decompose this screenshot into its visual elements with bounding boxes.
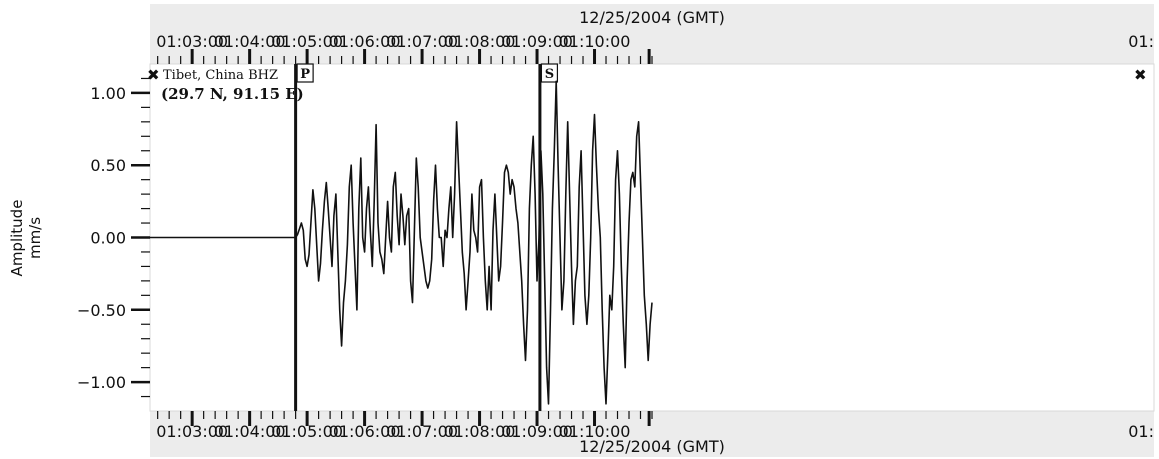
y-tick-label: −1.00 <box>77 373 126 392</box>
plot-area <box>149 63 1155 412</box>
y-tick-label: 0.00 <box>90 229 126 248</box>
cross-marker-icon: ✖ <box>147 66 160 84</box>
y-axis-label-amplitude: Amplitude <box>8 200 26 277</box>
bottom-tick-label: 01:07:00 <box>386 422 458 441</box>
station-name: Tibet, China BHZ <box>163 68 278 83</box>
station-label-group: ✖ Tibet, China BHZ (29.7 N, 91.15 E) ✖ <box>147 66 1147 103</box>
y-tick-label: −0.50 <box>77 301 126 320</box>
phase-marker-label: P <box>300 67 310 82</box>
bottom-tick-label: 01:06:00 <box>329 422 401 441</box>
y-tick-label: 0.50 <box>90 156 126 175</box>
y-axis-label-unit: mm/s <box>26 217 44 259</box>
bottom-tick-label: 01:09:00 <box>501 422 573 441</box>
y-axis-area <box>0 64 150 411</box>
bottom-tick-label: 01:04:00 <box>214 422 286 441</box>
top-x-axis: 01:03:0001:04:0001:05:0001:06:0001:07:00… <box>156 32 1154 64</box>
top-tick-label: 01:05:00 <box>271 32 343 51</box>
top-tick-label: 01: <box>1128 32 1154 51</box>
top-tick-label: 01:09:00 <box>501 32 573 51</box>
bottom-tick-label: 01:10:00 <box>559 422 631 441</box>
top-axis-strip <box>150 4 1154 64</box>
y-tick-label: 1.00 <box>90 84 126 103</box>
top-date-title: 12/25/2004 (GMT) <box>579 8 725 27</box>
bottom-date-title: 12/25/2004 (GMT) <box>579 437 725 456</box>
phase-marker-box <box>296 63 314 83</box>
phase-marker-label: S <box>545 67 554 82</box>
top-tick-label: 01:04:00 <box>214 32 286 51</box>
bottom-x-axis: 01:03:0001:04:0001:05:0001:06:0001:07:00… <box>156 411 1154 441</box>
station-coordinates: (29.7 N, 91.15 E) <box>161 85 304 103</box>
end-cross-marker-icon: ✖ <box>1134 66 1147 84</box>
top-tick-label: 01:07:00 <box>386 32 458 51</box>
top-tick-label: 01:03:00 <box>156 32 228 51</box>
top-tick-label: 01:06:00 <box>329 32 401 51</box>
top-tick-label: 01:08:00 <box>444 32 516 51</box>
y-axis: 1.00 0.50 0.00 −0.50 −1.00 <box>77 77 150 398</box>
bottom-tick-label: 01:08:00 <box>444 422 516 441</box>
top-tick-label: 01:10:00 <box>559 32 631 51</box>
bottom-tick-label: 01: <box>1128 422 1154 441</box>
phase-marker-box <box>540 63 559 83</box>
bottom-tick-label: 01:03:00 <box>156 422 228 441</box>
seismic-trace-line <box>150 80 653 405</box>
bottom-tick-label: 01:05:00 <box>271 422 343 441</box>
